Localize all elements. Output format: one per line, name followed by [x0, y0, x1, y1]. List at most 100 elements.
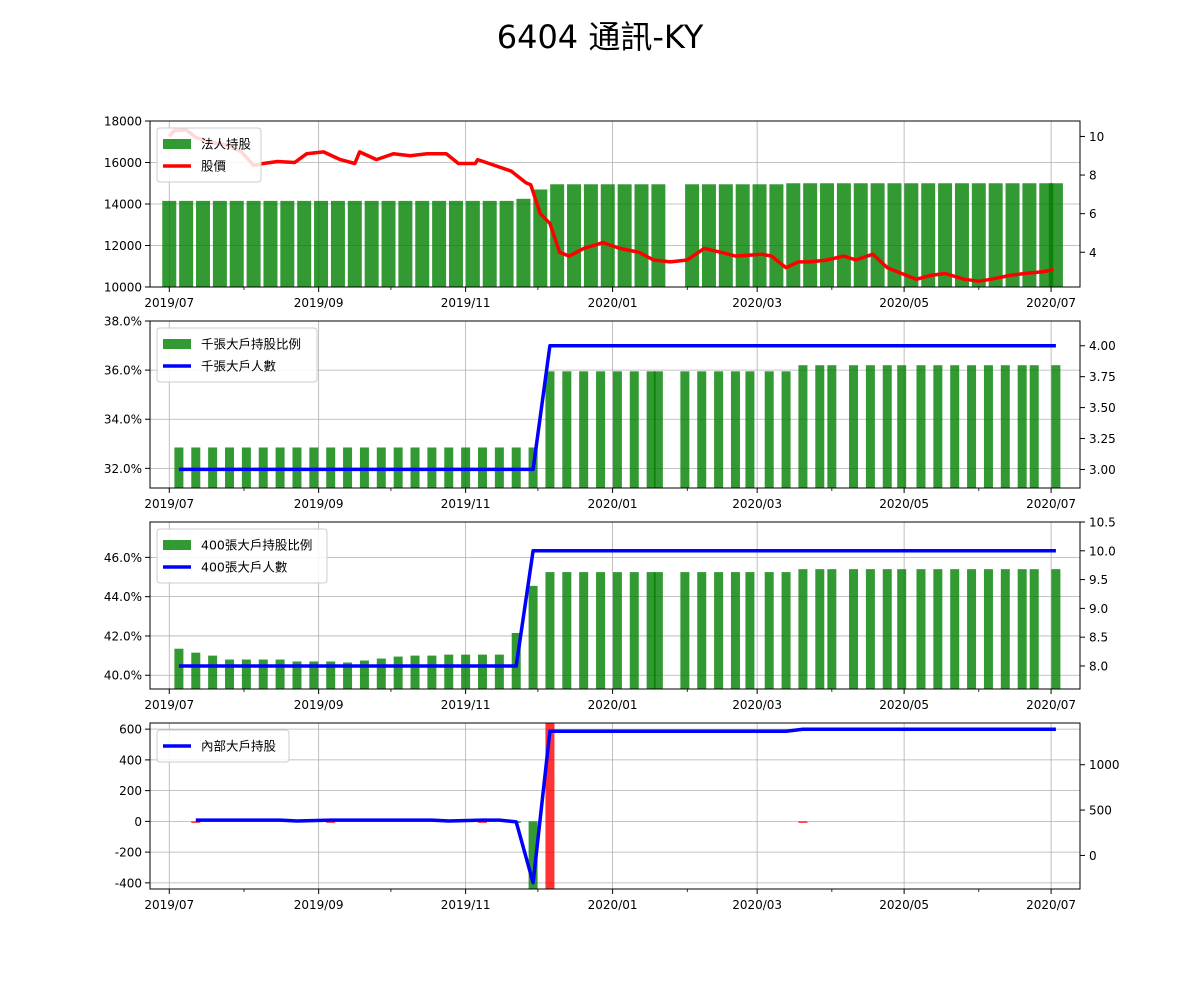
bar: [950, 365, 960, 488]
bar: [528, 585, 538, 689]
bar: [347, 200, 362, 287]
bar: [499, 200, 514, 287]
bar: [983, 365, 993, 488]
bar: [297, 200, 312, 287]
bar: [196, 200, 211, 287]
y-left-tick-label: 34.0%: [104, 413, 142, 427]
bar: [465, 200, 480, 287]
x-tick-label: 2019/11: [441, 698, 491, 712]
x-tick-label: 2020/01: [588, 296, 638, 310]
bar: [865, 569, 875, 689]
bar: [769, 184, 784, 287]
bar: [579, 371, 589, 488]
bar: [482, 200, 497, 287]
bar: [326, 821, 336, 823]
bar: [567, 184, 582, 287]
bar: [629, 371, 639, 488]
bar: [685, 184, 700, 287]
bar: [1017, 569, 1027, 689]
bar: [579, 572, 589, 689]
bar: [752, 184, 767, 287]
bar: [600, 184, 615, 287]
bar: [1029, 569, 1039, 689]
bar: [1051, 569, 1061, 689]
y-right-tick-label: 0: [1089, 849, 1097, 863]
x-tick-label: 2020/03: [732, 497, 782, 511]
x-tick-label: 2020/07: [1026, 698, 1076, 712]
legend-label: 股價: [201, 159, 227, 174]
y-left-tick-label: 600: [119, 723, 142, 737]
y-left-tick-label: 38.0%: [104, 315, 142, 329]
bar: [545, 371, 555, 488]
bar: [954, 183, 969, 287]
bar: [280, 200, 295, 287]
y-right-tick-label: 500: [1089, 804, 1112, 818]
x-tick-label: 2020/07: [1026, 497, 1076, 511]
y-left-tick-label: 14000: [104, 198, 142, 212]
bar: [381, 200, 396, 287]
bar: [680, 572, 690, 689]
chart-title: 6404 通訊-KY: [496, 18, 704, 56]
legend-box: [156, 327, 318, 383]
x-tick-label: 2019/11: [441, 296, 491, 310]
bar: [275, 659, 285, 689]
bar: [815, 569, 825, 689]
bar: [258, 659, 268, 689]
bar: [897, 365, 907, 488]
bar: [865, 365, 875, 488]
bar: [646, 572, 656, 689]
bar: [444, 654, 454, 689]
y-left-tick-label: 18000: [104, 115, 142, 129]
line-series: [195, 727, 1056, 885]
bar: [798, 569, 808, 689]
x-tick-label: 2020/05: [879, 296, 929, 310]
bar: [359, 660, 369, 689]
y-left-tick-label: 10000: [104, 281, 142, 295]
bar: [533, 189, 548, 287]
bar: [376, 658, 386, 689]
bar: [330, 200, 345, 287]
bar: [225, 659, 235, 689]
x-tick-label: 2020/03: [732, 898, 782, 912]
y-right-tick-label: 6: [1089, 207, 1097, 221]
bar: [1022, 183, 1037, 287]
y-right-tick-label: 3.50: [1089, 401, 1116, 415]
bar: [246, 200, 261, 287]
bar: [764, 572, 774, 689]
bar: [735, 184, 750, 287]
y-left-tick-label: 42.0%: [104, 629, 142, 643]
line-series: [167, 127, 1054, 283]
legend: 內部大戶持股: [156, 729, 290, 763]
bar: [714, 371, 724, 488]
y-left-tick-label: 32.0%: [104, 462, 142, 476]
y-right-tick-label: 3.75: [1089, 370, 1116, 384]
bar: [191, 821, 201, 823]
bar: [241, 659, 251, 689]
y-right-tick-label: 9.0: [1089, 602, 1108, 616]
y-right-tick-label: 9.5: [1089, 573, 1108, 587]
y-right-tick-label: 10.5: [1089, 516, 1116, 530]
legend-label: 400張大戶持股比例: [201, 538, 312, 553]
y-left-tick-label: 46.0%: [104, 551, 142, 565]
bar: [827, 365, 837, 488]
bar: [427, 655, 437, 689]
bar: [191, 652, 201, 689]
x-tick-label: 2019/07: [144, 898, 194, 912]
y-left-tick-label: 40.0%: [104, 669, 142, 683]
panel-price: 2019/07 2019/09 2019/11 2020/01 2020/03 2020/…: [104, 115, 1104, 311]
y-left-tick-label: 0: [134, 815, 142, 829]
bar: [612, 572, 622, 689]
legend-swatch-bar: [163, 540, 191, 550]
bar: [1048, 183, 1063, 287]
y-right-tick-label: 8.5: [1089, 631, 1108, 645]
legend-label: 內部大戶持股: [201, 739, 277, 754]
bar: [916, 365, 926, 488]
bar: [617, 184, 632, 287]
bar: [718, 184, 733, 287]
bar: [179, 200, 194, 287]
bar: [781, 572, 791, 689]
x-tick-label: 2019/07: [144, 497, 194, 511]
y-left-tick-label: 16000: [104, 156, 142, 170]
bar: [309, 661, 319, 689]
